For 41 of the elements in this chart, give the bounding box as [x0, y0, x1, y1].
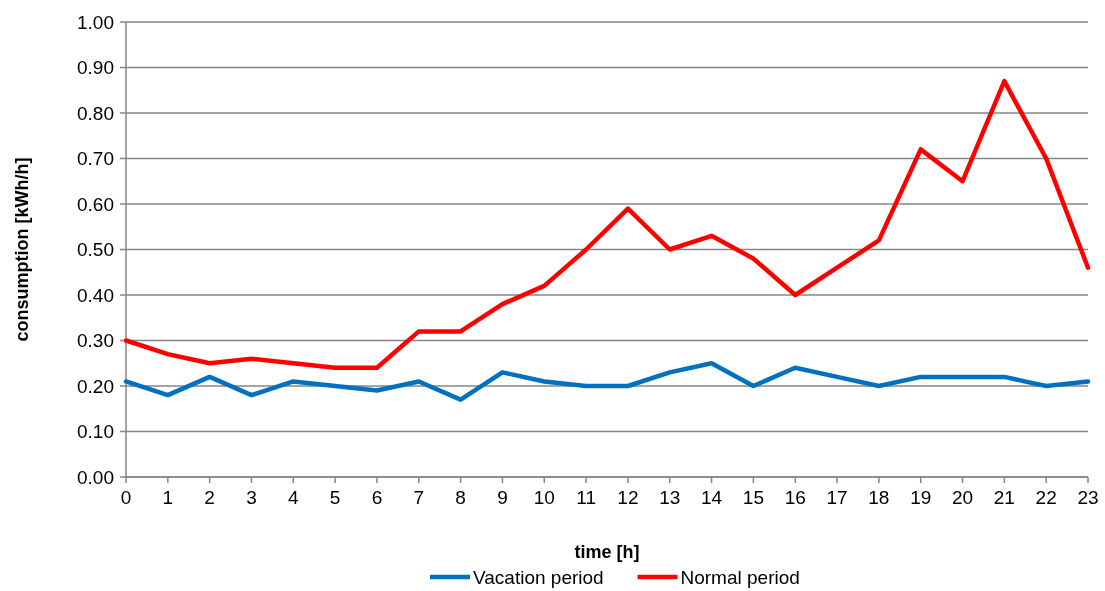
- x-tick-label: 7: [413, 487, 425, 508]
- y-tick-label: 0.70: [77, 148, 114, 170]
- x-tick-label: 10: [533, 487, 555, 508]
- x-tick-label: 18: [868, 487, 890, 508]
- line-series: [123, 78, 1091, 371]
- y-tick-label: 0.20: [77, 375, 114, 397]
- y-tick-label: 0.10: [77, 421, 114, 443]
- x-tick-label: 5: [329, 487, 341, 508]
- x-tick-label: 21: [993, 487, 1015, 508]
- line-series: [123, 361, 1091, 402]
- x-tick-label: 13: [659, 487, 681, 508]
- y-tick-label: 0.30: [77, 330, 114, 352]
- y-tick-label: 0.00: [77, 466, 114, 488]
- y-tick-label: 1.00: [77, 11, 114, 33]
- x-tick-label: 19: [910, 487, 932, 508]
- x-tick-label: 4: [288, 487, 300, 508]
- x-tick-label: 20: [951, 487, 974, 508]
- y-tick-label: 0.40: [77, 284, 114, 306]
- x-tick-label: 9: [497, 487, 508, 508]
- x-axis-title: time [h]: [574, 542, 640, 562]
- x-tick-label: 23: [1077, 487, 1099, 508]
- y-axis-title: consumption [kWh/h]: [12, 157, 32, 342]
- x-tick-label: 22: [1035, 487, 1057, 508]
- x-tick-label: 3: [246, 487, 257, 508]
- x-tick-label: 15: [742, 487, 764, 508]
- y-tick-label: 0.90: [77, 57, 114, 79]
- x-tick-label: 6: [371, 487, 383, 508]
- y-tick-label: 0.50: [77, 239, 114, 261]
- x-tick-label: 14: [700, 487, 723, 508]
- x-tick-label: 2: [204, 487, 215, 508]
- x-tick-label: 8: [455, 487, 466, 508]
- legend-label: Vacation period: [473, 566, 604, 588]
- x-tick-label: 16: [784, 487, 806, 508]
- x-tick-label: 12: [617, 487, 639, 508]
- x-tick-label: 1: [162, 487, 174, 508]
- legend-label: Normal period: [680, 566, 800, 588]
- x-tick-label: 0: [120, 487, 132, 508]
- x-tick-label: 17: [826, 487, 848, 508]
- y-tick-label: 0.80: [77, 102, 114, 124]
- y-tick-label: 0.60: [77, 193, 114, 215]
- x-tick-label: 11: [576, 487, 596, 508]
